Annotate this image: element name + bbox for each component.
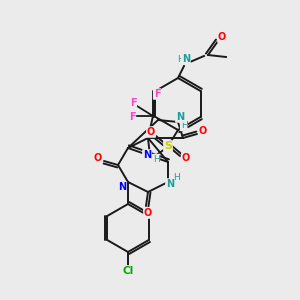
Text: N: N [176,112,184,122]
Text: H: H [172,173,179,182]
Text: F: F [129,112,135,122]
Text: O: O [144,208,152,218]
Text: O: O [94,153,102,163]
Text: O: O [199,126,207,136]
Text: O: O [182,153,190,163]
Text: H: H [181,122,188,130]
Text: H: H [177,55,183,64]
Text: N: N [182,54,190,64]
Text: O: O [218,32,226,42]
Text: F: F [154,89,160,99]
Text: F: F [130,98,136,108]
Text: S: S [164,141,172,151]
Text: N: N [166,179,174,189]
Text: Cl: Cl [122,266,134,276]
Text: N: N [118,182,126,192]
Text: N: N [143,150,151,160]
Text: H: H [153,154,159,164]
Text: O: O [147,127,155,137]
